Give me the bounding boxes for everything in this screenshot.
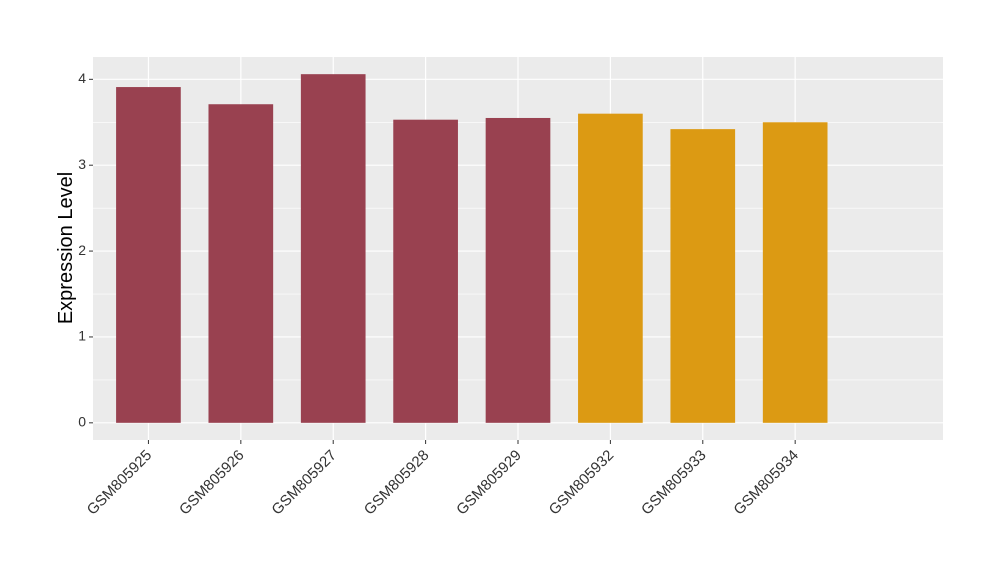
x-tick-label: GSM805927 — [268, 447, 340, 519]
x-tick-label: GSM805926 — [176, 447, 248, 519]
y-tick-label: 2 — [78, 242, 86, 258]
x-tick-label: GSM805928 — [361, 447, 433, 519]
x-tick-label: GSM805933 — [638, 447, 710, 519]
y-tick-label: 3 — [78, 156, 86, 172]
bar — [485, 117, 551, 423]
bar — [578, 113, 643, 423]
y-tick-label: 1 — [78, 328, 86, 344]
x-tick-label: GSM805934 — [730, 447, 802, 519]
bar — [300, 74, 366, 423]
bar — [393, 119, 458, 423]
bar — [116, 87, 181, 423]
x-tick-label: GSM805929 — [453, 447, 525, 519]
y-axis-title: Expression Level — [55, 172, 77, 324]
bar — [670, 129, 736, 423]
x-tick-label: GSM805932 — [546, 447, 618, 519]
y-tick-label: 0 — [78, 414, 86, 430]
bar — [762, 122, 828, 423]
x-tick-label: GSM805925 — [84, 447, 156, 519]
bar — [208, 104, 274, 423]
y-tick-label: 4 — [78, 70, 86, 86]
